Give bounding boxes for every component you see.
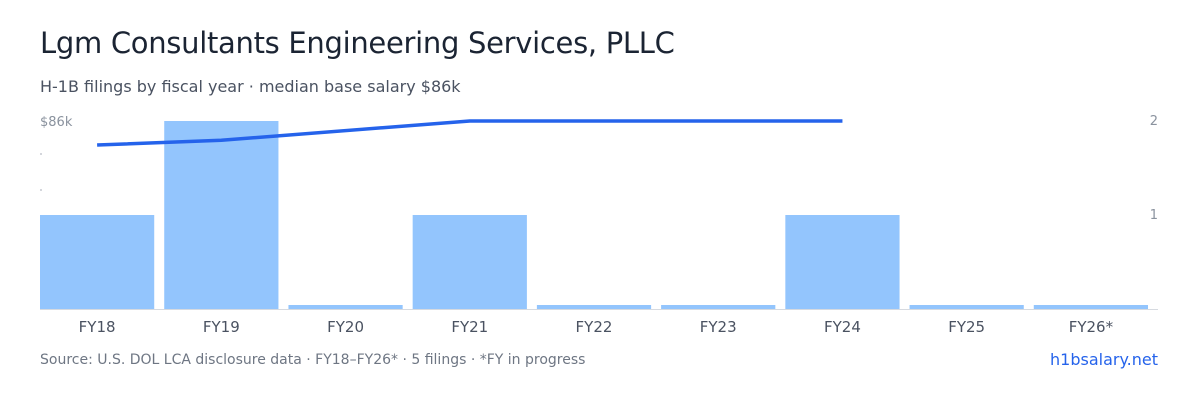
x-tick-label: FY22 (576, 318, 613, 336)
bar-FY26 (1033, 305, 1148, 309)
x-tick-label: FY24 (824, 318, 861, 336)
bar-FY24 (785, 215, 900, 309)
salary-line (97, 119, 843, 147)
x-tick-label: FY26* (1069, 318, 1114, 336)
bar-FY18 (40, 215, 155, 309)
x-tick-label: FY20 (327, 318, 364, 336)
x-tick-label: FY19 (203, 318, 240, 336)
bar-FY19 (164, 121, 279, 309)
chart-subtitle: H-1B filings by fiscal year · median bas… (40, 77, 461, 96)
x-tick-label: FY18 (79, 318, 116, 336)
bar-FY20 (288, 305, 403, 309)
left-tick-mark (40, 153, 42, 155)
right-tick-label: 1 (1150, 208, 1158, 223)
x-tick-label: FY21 (451, 318, 488, 336)
chart-title: Lgm Consultants Engineering Services, PL… (40, 26, 675, 60)
source-note: Source: U.S. DOL LCA disclosure data · F… (40, 352, 586, 368)
bar-FY25 (909, 305, 1024, 309)
left-tick-mark (40, 189, 42, 191)
bar-FY23 (661, 305, 776, 309)
bar-FY21 (412, 215, 527, 309)
x-tick-label: FY23 (700, 318, 737, 336)
x-tick-label: FY25 (948, 318, 985, 336)
left-tick-label: $86k (40, 115, 73, 130)
bar-FY22 (536, 305, 652, 309)
right-tick-label: 2 (1150, 114, 1158, 129)
site-link[interactable]: h1bsalary.net (1050, 350, 1158, 369)
